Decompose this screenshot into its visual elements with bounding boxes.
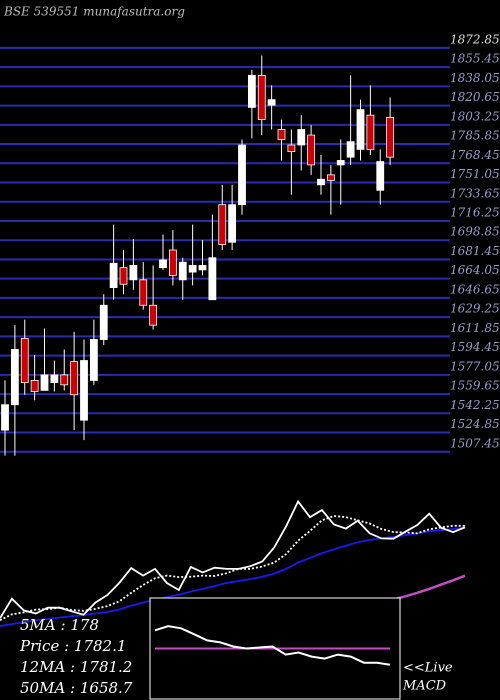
y-tick-label: 1524.85 xyxy=(450,417,500,431)
y-tick-label: 1594.45 xyxy=(450,340,500,354)
candle-body xyxy=(386,116,395,158)
y-tick-label: 1646.65 xyxy=(450,282,500,296)
candle-body xyxy=(336,160,345,166)
candle-body xyxy=(129,265,138,281)
chart-title: BSE 539551 munafasutra.org xyxy=(3,5,185,19)
y-tick-label: 1855.45 xyxy=(450,52,500,66)
candle-body xyxy=(168,249,177,276)
candle-body xyxy=(10,349,19,406)
candle-body xyxy=(208,257,217,301)
ma-line xyxy=(0,515,465,622)
y-tick-label: 1698.85 xyxy=(450,225,500,239)
candle-body xyxy=(80,360,88,421)
candle-body xyxy=(326,174,335,181)
candle-body xyxy=(109,262,118,288)
candle-body xyxy=(277,129,286,140)
y-tick-label: 1733.65 xyxy=(450,186,500,200)
candle-body xyxy=(159,259,167,269)
macd-label: <<Live xyxy=(403,661,453,676)
candle-body xyxy=(119,267,128,285)
candle-body xyxy=(376,161,385,191)
macd-label: MACD xyxy=(402,679,447,694)
candle-body xyxy=(20,338,29,384)
y-tick-label: 1664.05 xyxy=(450,263,500,277)
candle-body xyxy=(346,141,355,158)
legend-entry: 12MA : 1781.2 xyxy=(20,658,132,676)
candle-body xyxy=(317,178,325,186)
candle-body xyxy=(228,204,237,243)
candle-body xyxy=(356,109,365,150)
candle-body xyxy=(247,74,256,108)
candle-body xyxy=(70,361,79,396)
candle-body xyxy=(40,374,49,391)
candle-body xyxy=(99,304,108,340)
y-tick-label: 1785.85 xyxy=(450,129,500,143)
y-tick-label: 1803.25 xyxy=(450,109,500,123)
legend-entry: Price : 1782.1 xyxy=(19,637,126,655)
ma-line xyxy=(0,499,466,619)
y-tick-label: 1768.45 xyxy=(450,148,500,162)
candle-body xyxy=(1,404,9,431)
y-tick-label: 1507.45 xyxy=(450,436,500,450)
candle-body xyxy=(50,374,59,384)
candle-body xyxy=(60,374,69,386)
legend-entry: 5MA : 178 xyxy=(20,616,99,634)
candle-body xyxy=(287,144,296,153)
y-tick-label: 1716.25 xyxy=(450,205,500,219)
candle-body xyxy=(188,265,197,273)
y-tick-label: 1629.25 xyxy=(450,302,500,316)
candle-body xyxy=(89,339,98,381)
candle-body xyxy=(366,114,375,150)
y-tick-label: 1611.85 xyxy=(450,321,500,335)
y-tick-label: 1872.85 xyxy=(450,32,500,46)
y-tick-label: 1577.05 xyxy=(450,359,500,373)
y-tick-label: 1838.05 xyxy=(450,71,500,85)
y-tick-label: 1559.65 xyxy=(450,379,500,393)
macd-line xyxy=(154,625,391,666)
candle-body xyxy=(297,129,306,146)
candle-body xyxy=(149,304,158,326)
candle-body xyxy=(257,74,266,120)
y-tick-label: 1751.05 xyxy=(450,167,500,181)
legend-entry: 50MA : 1658.7 xyxy=(20,679,133,697)
ma-line xyxy=(0,526,466,627)
y-tick-label: 1681.45 xyxy=(450,244,500,258)
candle-body xyxy=(307,134,316,166)
candle-body xyxy=(139,279,148,306)
candle-body xyxy=(30,380,39,392)
candle-body xyxy=(267,99,276,106)
candle-body xyxy=(218,204,227,245)
y-tick-label: 1820.65 xyxy=(450,90,500,104)
candle-body xyxy=(238,144,246,206)
candle-body xyxy=(198,265,207,271)
y-tick-label: 1542.25 xyxy=(450,398,500,412)
candle-body xyxy=(178,261,187,281)
